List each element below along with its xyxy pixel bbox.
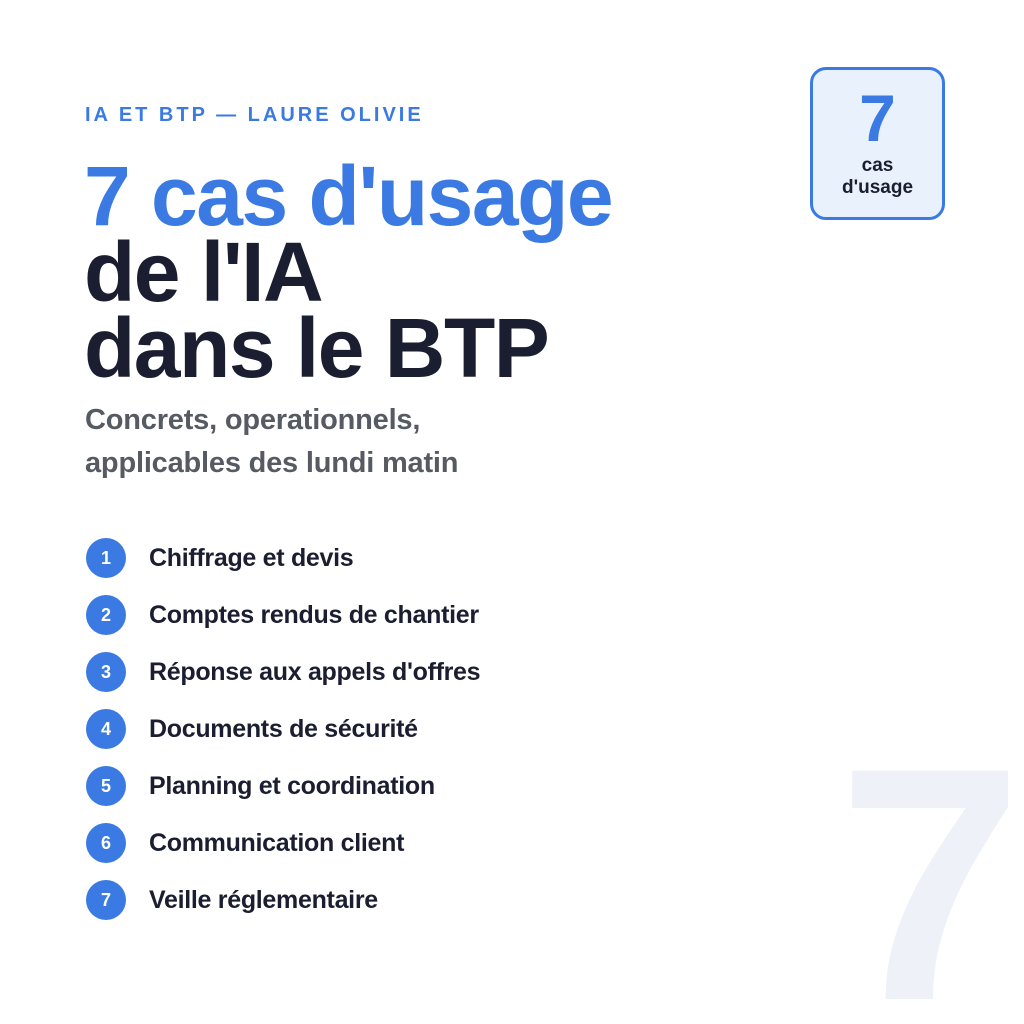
list-item: 3 Réponse aux appels d'offres — [86, 652, 481, 692]
item-label: Documents de sécurité — [149, 714, 418, 743]
item-label: Réponse aux appels d'offres — [149, 657, 481, 686]
item-number-badge: 2 — [86, 595, 126, 635]
subtitle-line-1: Concrets, operationnels, — [85, 404, 421, 436]
item-label: Veille réglementaire — [149, 885, 378, 914]
eyebrow: IA ET BTP — LAURE OLIVIE — [85, 104, 424, 126]
item-label: Communication client — [149, 828, 405, 857]
page-title-line-2: de l'IA — [84, 225, 324, 319]
item-label: Comptes rendus de chantier — [149, 600, 479, 629]
usage-count-card: 7 cas d'usage — [810, 67, 945, 220]
usage-count-label: cas d'usage — [842, 155, 913, 199]
list-item: 6 Communication client — [86, 823, 480, 863]
list-item: 2 Comptes rendus de chantier — [86, 595, 480, 635]
page-title: 7 cas d'usage de l'IA dans le BTP — [84, 149, 614, 395]
item-label: Planning et coordination — [149, 771, 435, 800]
item-number-badge: 4 — [86, 709, 126, 749]
list-item: 5 Planning et coordination — [86, 766, 480, 806]
item-number-badge: 6 — [86, 823, 126, 863]
watermark-seven: 7 — [838, 699, 1023, 1024]
use-case-list: 1 Chiffrage et devis 2 Comptes rendus de… — [86, 538, 481, 937]
item-label: Chiffrage et devis — [149, 543, 354, 572]
usage-count-number: 7 — [859, 81, 896, 155]
page-title-line-3: dans le BTP — [84, 301, 550, 395]
subtitle-line-2: applicables des lundi matin — [85, 447, 459, 479]
subtitle: Concrets, operationnels, applicables des… — [85, 399, 459, 485]
item-number-badge: 5 — [86, 766, 126, 806]
list-item: 4 Documents de sécurité — [86, 709, 480, 749]
item-number-badge: 3 — [86, 652, 126, 692]
list-item: 7 Veille réglementaire — [86, 880, 480, 920]
list-item: 1 Chiffrage et devis — [86, 538, 480, 578]
item-number-badge: 7 — [86, 880, 126, 920]
item-number-badge: 1 — [86, 538, 126, 578]
usage-count-label-line-2: d'usage — [841, 177, 914, 198]
page-title-line-1: 7 cas d'usage — [84, 149, 614, 243]
usage-count-label-line-1: cas — [861, 155, 894, 176]
